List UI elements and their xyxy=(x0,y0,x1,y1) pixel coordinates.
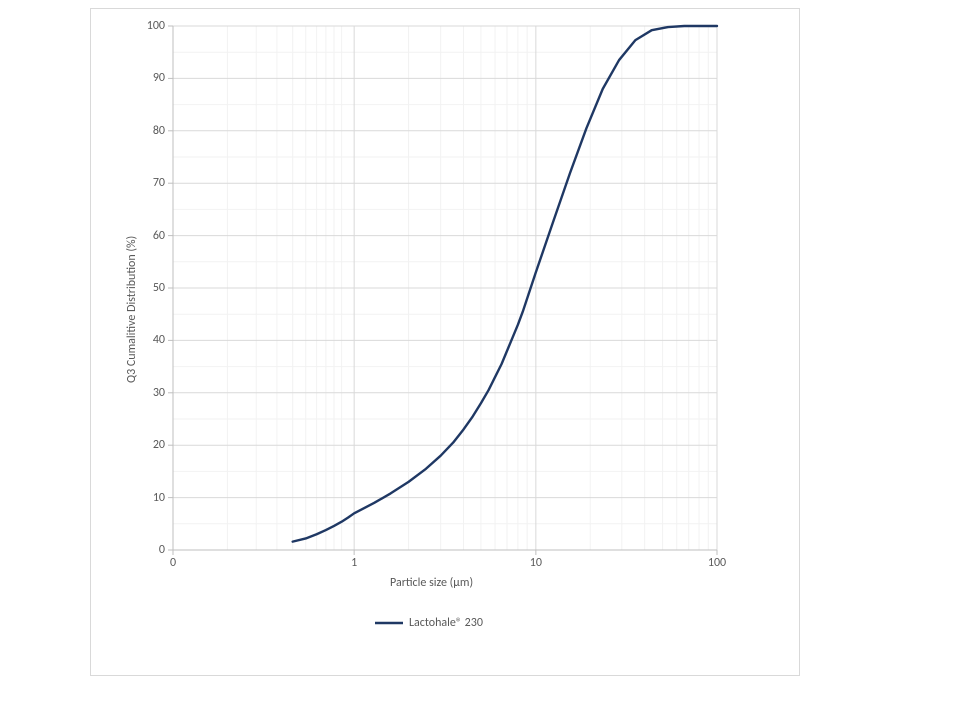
x-tick-label: 10 xyxy=(521,556,551,570)
y-tick-label: 70 xyxy=(153,176,165,190)
y-tick-label: 50 xyxy=(153,281,165,295)
x-tick-label: 100 xyxy=(702,556,732,570)
y-tick-label: 100 xyxy=(147,19,165,33)
y-tick-label: 0 xyxy=(159,543,165,557)
x-axis-label: Particle size (µm) xyxy=(390,576,473,590)
x-tick-label: 1 xyxy=(339,556,369,570)
plot-area xyxy=(173,26,717,550)
y-tick-label: 20 xyxy=(153,438,165,452)
legend-series-label: Lactohale® 230 xyxy=(409,616,483,630)
y-tick-label: 30 xyxy=(153,386,165,400)
y-tick-label: 10 xyxy=(153,491,165,505)
y-tick-label: 90 xyxy=(153,71,165,85)
y-tick-label: 60 xyxy=(153,229,165,243)
legend: Lactohale® 230 xyxy=(375,616,483,630)
y-tick-label: 40 xyxy=(153,333,165,347)
y-axis-label: Q3 Cumalitive Distribution (%) xyxy=(125,236,139,383)
y-tick-label: 80 xyxy=(153,124,165,138)
x-tick-label: 0 xyxy=(158,556,188,570)
legend-swatch xyxy=(375,618,403,628)
